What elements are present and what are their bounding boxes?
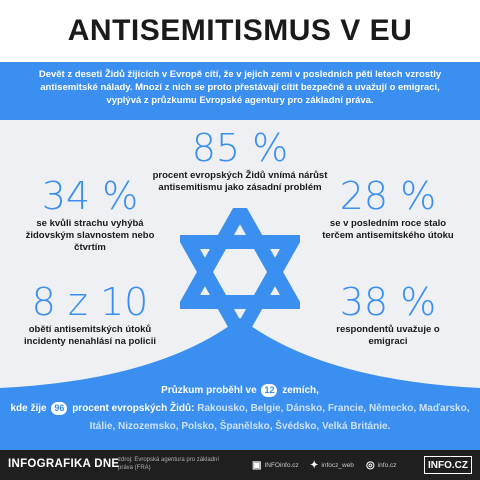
facebook-handle: INFOinfo.cz [264,462,299,469]
survey-info: Průzkum proběhl ve 12 zemích, kde žije 9… [0,382,480,436]
survey-text-3: kde žije [10,403,47,414]
footer-source: zdroj: Evropská agentura pro základní pr… [118,457,220,471]
intro-text: Devět z deseti Židů žijících v Evropě cí… [0,62,480,120]
stat-34-value: 34 % [41,174,139,218]
survey-line-1: Průzkum proběhl ve 12 zemích, [0,382,480,400]
survey-text-2: zemích, [282,385,319,396]
stat-8-of-10-label: obětí antisemitských útoků incidenty nen… [24,324,156,347]
survey-text-1: Průzkum proběhl ve [161,385,257,396]
facebook-link[interactable]: ▣ INFOinfo.cz [252,460,299,471]
instagram-link[interactable]: ◎ info.cz [366,460,397,471]
twitter-handle: infocz_web [321,462,354,469]
countries-list: Rakousko, Belgie, Dánsko, Francie, Němec… [89,403,470,432]
stat-85: 85 % procent evropských Židů vnímá nárůs… [150,128,330,194]
stat-28-value: 28 % [339,174,437,218]
page-title: ANTISEMITISMUS V EU [67,14,413,47]
footer: INFOGRAFIKA DNE zdroj: Evropská agentura… [0,450,480,480]
stat-8-of-10-value: 8 z 10 [31,280,149,324]
stat-38: 38 % respondentů uvažuje o emigraci [318,282,458,348]
instagram-icon: ◎ [366,460,375,471]
stat-38-label: respondentů uvažuje o emigraci [336,324,440,347]
survey-line-2: kde žije 96 procent evropských Židů: Rak… [0,400,480,436]
stat-34: 34 % se kvůli strachu vyhýbá židovským s… [20,176,160,254]
stat-28: 28 % se v posledním roce stalo terčem an… [318,176,458,242]
title-bar: ANTISEMITISMUS V EU [0,0,480,62]
twitter-link[interactable]: ✦ infocz_web [310,460,354,471]
facebook-icon: ▣ [252,460,262,471]
stat-85-value: 85 % [191,126,289,170]
star-of-david-icon [180,208,300,336]
stat-8-of-10: 8 z 10 obětí antisemitských útoků incide… [20,282,160,348]
stat-38-value: 38 % [339,280,437,324]
stat-28-label: se v posledním roce stalo terčem antisem… [322,218,454,241]
countries-count-badge: 12 [261,384,278,397]
stat-85-label: procent evropských Židů vnímá nárůst ant… [152,170,328,193]
site-logo[interactable]: INFO.CZ [424,456,472,474]
twitter-icon: ✦ [310,460,319,471]
stat-34-label: se kvůli strachu vyhýbá židovským slavno… [25,218,155,253]
blue-wave-background [0,318,480,450]
survey-text-4: procent evropských Židů: [72,403,195,414]
footer-brand: INFOGRAFIKA DNE [8,458,120,470]
percent-badge: 96 [51,402,68,415]
instagram-handle: info.cz [377,462,397,469]
